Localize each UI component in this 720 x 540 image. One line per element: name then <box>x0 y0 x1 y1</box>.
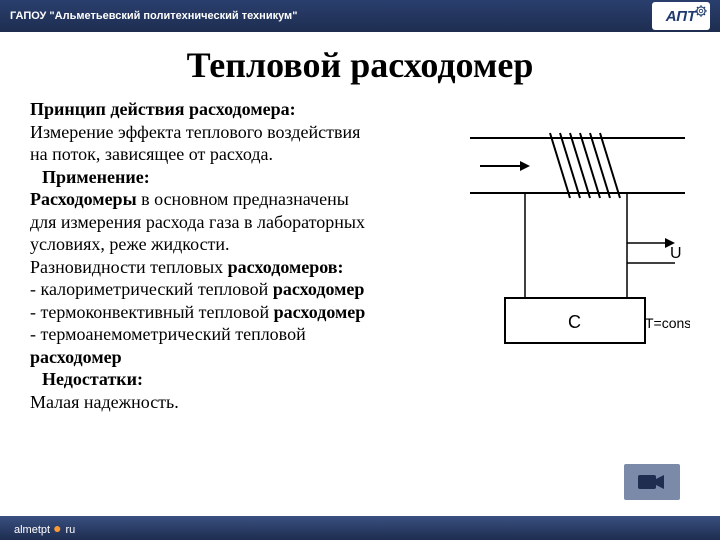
content: Тепловой расходомер Принцип действия рас… <box>0 32 720 425</box>
body-row: Принцип действия расходомера: Измерение … <box>30 98 690 413</box>
label-t: T=const <box>645 315 690 331</box>
footer-site: almetpt <box>14 524 50 536</box>
footer-text: almetpt ● ru <box>14 520 75 536</box>
text-line: условиях, реже жидкости. <box>30 233 455 256</box>
list-item: - калориметрический тепловой расходомер <box>30 278 455 301</box>
text-line: для измерения расхода газа в лабораторны… <box>30 211 455 234</box>
text-bold: расходомер <box>273 279 365 299</box>
text-line: на поток, зависящее от расхода. <box>30 143 455 166</box>
list-item: - термоанемометрический тепловой <box>30 323 455 346</box>
gear-icon <box>694 4 708 18</box>
footer-dot: ● <box>53 520 65 536</box>
heading-variants: Разновидности тепловых расходомеров: <box>30 256 455 279</box>
label-u: U <box>670 245 682 262</box>
text-span: - калориметрический тепловой <box>30 279 273 299</box>
text-line: Малая надежность. <box>30 391 455 414</box>
text-bold: расходомеров: <box>228 257 344 277</box>
list-item: расходомер <box>30 346 455 369</box>
video-icon[interactable] <box>624 464 680 500</box>
text-bold: Расходомеры <box>30 189 137 209</box>
text-span: в основном предназначены <box>137 189 349 209</box>
text-span: Разновидности тепловых <box>30 257 228 277</box>
label-c: C <box>568 312 581 332</box>
heading-drawbacks: Недостатки: <box>30 368 455 391</box>
page-title: Тепловой расходомер <box>30 44 690 86</box>
camera-icon <box>638 473 666 491</box>
text-column: Принцип действия расходомера: Измерение … <box>30 98 455 413</box>
text-span: - термоконвективный тепловой <box>30 302 274 322</box>
text-bold: расходомер <box>274 302 366 322</box>
footer-domain: ru <box>66 524 76 536</box>
heading-application: Применение: <box>30 166 455 189</box>
logo: АПТ <box>652 2 710 30</box>
flowmeter-diagram: U C T=const <box>465 128 690 358</box>
logo-text: АПТ <box>666 8 696 25</box>
text-line: Измерение эффекта теплового воздействия <box>30 121 455 144</box>
header-bar: ГАПОУ "Альметьевский политехнический тех… <box>0 0 720 32</box>
diagram-column: U C T=const <box>465 98 690 413</box>
list-item: - термоконвективный тепловой расходомер <box>30 301 455 324</box>
text-line: Расходомеры в основном предназначены <box>30 188 455 211</box>
footer-bar: almetpt ● ru <box>0 516 720 540</box>
header-org: ГАПОУ "Альметьевский политехнический тех… <box>10 10 297 22</box>
heading-principle: Принцип действия расходомера: <box>30 98 455 121</box>
